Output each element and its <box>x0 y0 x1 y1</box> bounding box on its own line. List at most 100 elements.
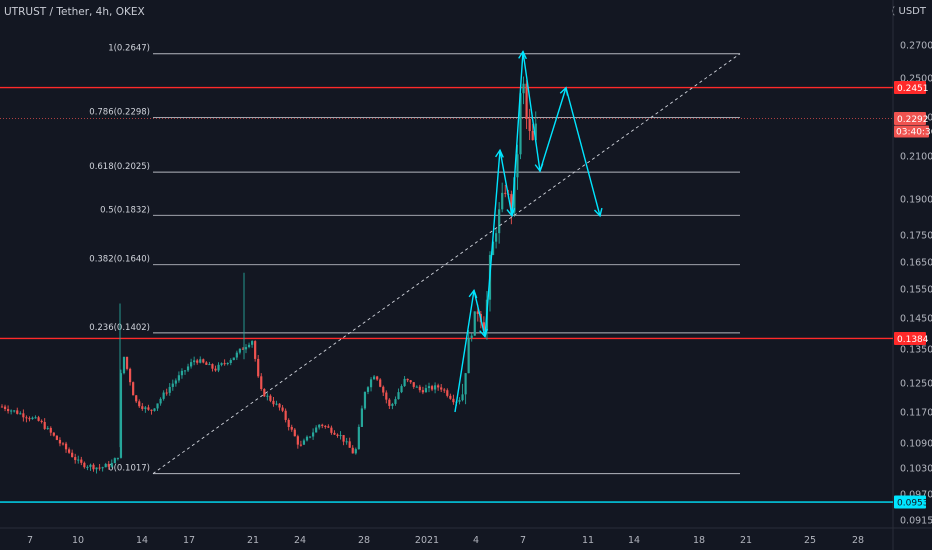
candle-body <box>247 344 251 348</box>
candle-body <box>113 458 116 464</box>
price-badge-0.0953 <box>894 495 926 509</box>
candle-body <box>186 366 190 371</box>
price-badge-0.1384 <box>894 331 926 345</box>
projection-arrowhead <box>495 148 504 158</box>
candle-body <box>333 432 336 435</box>
candle-body <box>40 420 43 422</box>
y-tick-label: 0.1170 <box>900 408 932 419</box>
candle-body <box>153 408 156 411</box>
candle-body <box>122 356 126 374</box>
candle-body <box>254 341 257 359</box>
candle-body <box>482 322 485 331</box>
candle-body <box>214 368 217 371</box>
candle-body <box>251 341 254 345</box>
y-tick-label: 0.1900 <box>900 195 932 206</box>
candle-body <box>95 467 98 470</box>
candle-body <box>16 410 19 414</box>
x-tick-label: 10 <box>72 535 84 546</box>
candle-body <box>434 385 437 390</box>
x-tick-label: 2021 <box>415 535 439 546</box>
fib-level-label: 0.786(0.2298) <box>89 107 150 117</box>
fib-retracement[interactable]: 1(0.2647) 0.786(0.2298) 0.618(0.2025) 0.5(0… <box>89 44 740 475</box>
x-tick-label: 7 <box>27 535 33 546</box>
candle-body <box>80 459 83 463</box>
candle-body <box>83 462 86 468</box>
projection-arrowhead <box>479 328 488 339</box>
candle-body <box>501 192 504 210</box>
candle-body <box>174 380 177 384</box>
timer-badge <box>894 125 929 138</box>
candle-body <box>190 362 193 367</box>
projection-arrowhead <box>468 289 478 299</box>
x-tick-label: 24 <box>294 535 306 546</box>
candle-body <box>168 386 171 393</box>
candle-body <box>55 435 58 440</box>
candle-body <box>68 449 71 453</box>
candle-body <box>373 376 376 380</box>
candle-body <box>141 406 144 409</box>
candle-body <box>379 379 382 387</box>
candle-body <box>415 386 418 388</box>
x-tick-label: 7 <box>520 535 526 546</box>
candle-body <box>226 362 229 364</box>
y-tick-label: 0.1090 <box>900 439 932 450</box>
horizontal-lines[interactable] <box>0 86 893 503</box>
candle-body <box>241 348 245 350</box>
candle-body <box>324 425 327 427</box>
candle-body <box>531 131 534 141</box>
x-axis: 7 10 14 17 21 24 28 2021 4 7 11 14 18 21 25 28 <box>0 527 932 546</box>
candle-body <box>470 335 473 338</box>
x-tick-label: 25 <box>804 535 816 546</box>
candle-body <box>199 359 202 363</box>
candle-body <box>22 413 25 418</box>
candle-body <box>10 410 13 412</box>
candle-body <box>449 395 452 399</box>
candle-body <box>348 441 351 448</box>
candle-body <box>147 407 150 410</box>
candle-body <box>327 426 330 428</box>
candle-body <box>28 418 31 420</box>
candle-body <box>107 463 110 467</box>
candle-body <box>412 382 415 387</box>
candle-body <box>305 436 309 441</box>
candle-body <box>351 447 354 454</box>
projection-arrowhead <box>506 207 516 218</box>
candle-body <box>287 419 290 427</box>
candle-body <box>208 364 211 366</box>
fib-level-label: 0.5(0.1832) <box>100 205 150 215</box>
candle-body <box>357 426 360 450</box>
projection-arrowhead <box>593 207 603 218</box>
candle-body <box>132 382 135 396</box>
candle-body <box>196 360 199 363</box>
price-badge-0.2451 <box>894 81 926 95</box>
fib-level-label: 0.618(0.2025) <box>89 162 150 172</box>
candle-body <box>363 391 367 409</box>
candle-body <box>71 452 74 458</box>
drawings[interactable] <box>152 50 741 474</box>
x-tick-label: 14 <box>136 535 148 546</box>
candle-body <box>171 383 174 387</box>
candle-body <box>101 467 104 469</box>
candle-body <box>98 467 101 469</box>
candle-body <box>534 123 537 141</box>
candle-body <box>522 83 525 94</box>
candle-body <box>354 449 357 454</box>
candle-body <box>458 400 461 402</box>
candle-body <box>260 376 263 390</box>
candle-body <box>421 390 424 393</box>
projection-arrowhead <box>518 50 527 60</box>
candle-body <box>403 378 406 387</box>
fib-level-label: 0(0.1017) <box>108 464 150 474</box>
candle-body <box>424 388 428 393</box>
candle-body <box>315 427 318 433</box>
candle-body <box>391 403 394 406</box>
candle-body <box>138 401 141 407</box>
candle-body <box>144 407 147 409</box>
candle-body <box>366 387 370 392</box>
candle-body <box>312 432 315 437</box>
candle-body <box>229 360 232 363</box>
candle-body <box>183 370 187 372</box>
x-tick-label: 21 <box>247 535 259 546</box>
candle-body <box>19 413 22 415</box>
